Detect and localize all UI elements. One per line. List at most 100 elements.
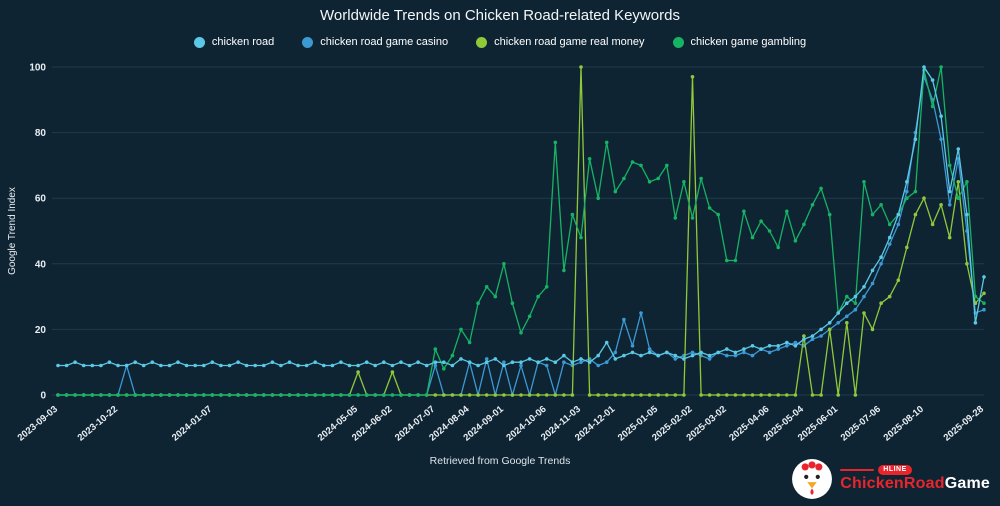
data-point [133,360,137,365]
data-point [647,393,652,397]
data-point [845,314,849,319]
data-point [716,212,720,217]
data-point [639,393,643,397]
data-point [905,180,909,184]
legend-item-chicken-road-game-real-money[interactable]: chicken road game real money [476,36,645,48]
data-point [519,363,523,368]
data-point [322,363,326,368]
data-point [184,393,189,397]
legend-item-chicken-game-gambling[interactable]: chicken game gambling [672,36,806,48]
data-point [922,65,926,69]
data-point [613,357,618,361]
data-point [836,321,840,325]
data-point [836,311,840,315]
data-point [699,350,703,355]
data-point [690,216,695,220]
data-point [604,360,609,365]
data-point [527,314,532,319]
data-point [64,363,69,368]
data-point [793,393,798,397]
data-point [913,137,918,141]
data-point [725,393,729,397]
data-point [982,307,986,312]
data-point [639,353,643,358]
data-point [973,294,978,299]
chicken-logo-icon [791,458,833,500]
data-point [159,363,163,368]
data-point [982,275,986,279]
data-point [870,327,875,332]
chart-title: Worldwide Trends on Chicken Road-related… [320,7,680,24]
chart-legend: chicken road chicken road game casino ch… [0,36,1000,48]
data-point [382,360,386,365]
data-point [459,357,463,361]
data-point [887,235,892,240]
data-point [476,393,480,397]
data-point [622,317,626,322]
data-point [785,340,789,345]
data-point [407,393,412,397]
data-point [656,353,660,358]
data-point [673,216,678,220]
data-point [313,360,318,365]
data-point [536,393,540,397]
data-point [622,353,626,358]
data-point [502,363,506,368]
data-point [133,393,137,397]
data-point [742,393,746,397]
data-point [673,357,678,361]
data-point [244,393,249,397]
data-point [279,393,283,397]
y-axis-title: Google Trend Index [7,187,18,275]
data-point [750,344,755,348]
data-point [442,360,446,365]
data-point [870,281,875,286]
data-point [150,360,155,365]
data-point [236,360,240,365]
data-point [579,235,583,240]
data-point [665,393,669,397]
data-point [690,353,695,358]
data-point [527,393,532,397]
data-point [219,363,223,368]
series-line-2 [58,66,985,396]
data-point [390,363,395,368]
data-point [742,209,746,214]
data-point [647,347,652,351]
logo-wordmark: ChickenRoadGame [840,475,990,493]
data-point [287,360,292,365]
data-point [905,245,909,250]
data-point [965,180,969,184]
data-point [116,363,120,368]
data-point [570,212,575,217]
data-point [750,235,755,240]
data-point [665,350,669,355]
logo-badge: HLINE [878,464,912,475]
data-point [930,78,935,82]
legend-item-chicken-road[interactable]: chicken road [193,36,274,48]
data-point [330,363,335,368]
brand-logo[interactable]: HLINE ChickenRoadGame [791,458,990,500]
legend-item-chicken-road-game-casino[interactable]: chicken road game casino [302,36,448,48]
data-point [767,344,772,348]
data-point [810,337,815,342]
data-point [845,321,849,325]
data-point [759,219,763,223]
data-point [827,321,832,325]
data-point [690,350,695,355]
data-point [656,393,660,397]
data-point [99,363,103,368]
data-point [845,294,849,299]
series-line-1 [58,76,985,396]
data-point [519,330,523,335]
data-point [502,393,506,397]
data-point [819,327,823,332]
data-point [313,393,318,397]
data-point [879,203,883,207]
data-point [939,137,943,141]
data-point [682,393,686,397]
data-point [176,360,180,365]
data-point [776,393,780,397]
data-point [296,363,300,368]
data-point [647,350,652,355]
